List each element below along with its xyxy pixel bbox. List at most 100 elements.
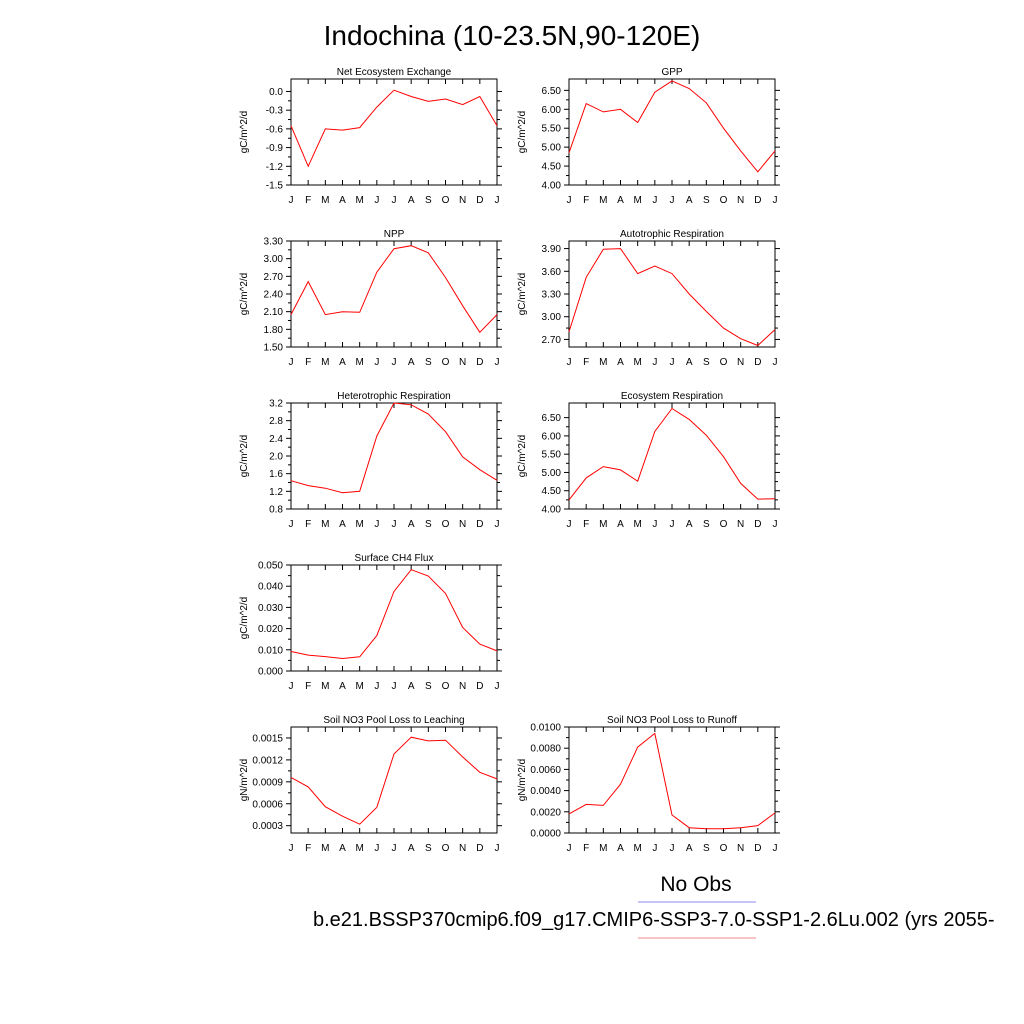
x-tick-label: D: [476, 195, 483, 206]
x-tick-label: J: [773, 195, 778, 206]
x-tick-label: A: [686, 519, 693, 530]
x-tick-label: A: [339, 681, 346, 692]
plot-frame: [290, 78, 498, 186]
x-tick-label: M: [321, 195, 329, 206]
x-tick-label: M: [355, 843, 363, 854]
x-tick-label: F: [583, 195, 589, 206]
x-tick-label: S: [425, 357, 432, 368]
x-tick-label: S: [703, 195, 710, 206]
x-tick-label: F: [305, 843, 311, 854]
y-axis-label: gC/m^2/d: [517, 435, 528, 478]
x-tick-label: J: [392, 681, 397, 692]
x-tick-label: M: [355, 195, 363, 206]
x-tick-label: O: [442, 843, 450, 854]
y-axis-label: gC/m^2/d: [239, 597, 250, 640]
x-tick-label: M: [321, 681, 329, 692]
y-tick-label: 2.40: [264, 290, 284, 301]
x-tick-label: J: [374, 681, 379, 692]
y-tick-label: 6.00: [542, 431, 562, 442]
y-tick-label: 0.0012: [252, 755, 283, 766]
x-tick-label: M: [633, 519, 641, 530]
plot-frame: [290, 402, 498, 510]
y-tick-label: 2.70: [264, 272, 284, 283]
series-line: [290, 89, 498, 168]
x-tick-label: S: [425, 843, 432, 854]
series-line: [290, 402, 498, 494]
y-tick-label: 5.00: [542, 143, 562, 154]
series-line: [290, 736, 498, 825]
x-tick-label: F: [305, 681, 311, 692]
y-tick-label: 0.0015: [252, 733, 283, 744]
series-line: [290, 569, 498, 660]
x-tick-label: O: [442, 195, 450, 206]
x-tick-label: N: [737, 519, 744, 530]
y-tick-label: 3.00: [542, 312, 562, 323]
x-tick-label: J: [495, 519, 500, 530]
y-tick-label: 1.80: [264, 325, 284, 336]
x-tick-label: N: [737, 843, 744, 854]
x-tick-label: J: [773, 843, 778, 854]
x-tick-label: J: [773, 357, 778, 368]
x-tick-label: F: [305, 195, 311, 206]
x-tick-label: J: [670, 195, 675, 206]
x-tick-label: A: [617, 519, 624, 530]
x-tick-label: M: [599, 357, 607, 368]
y-tick-label: 1.50: [264, 343, 284, 354]
x-tick-label: F: [305, 357, 311, 368]
x-tick-label: J: [374, 195, 379, 206]
page-title: Indochina (10-23.5N,90-120E): [324, 20, 701, 51]
x-tick-label: J: [495, 195, 500, 206]
panel-title: Ecosystem Respiration: [621, 391, 723, 402]
x-tick-label: D: [476, 519, 483, 530]
x-tick-label: J: [567, 843, 572, 854]
x-tick-label: J: [773, 519, 778, 530]
x-tick-label: A: [686, 843, 693, 854]
x-tick-label: D: [754, 195, 761, 206]
y-tick-label: 1.2: [269, 487, 283, 498]
x-tick-label: S: [425, 519, 432, 530]
x-tick-label: J: [289, 357, 294, 368]
x-tick-label: F: [305, 519, 311, 530]
x-tick-label: M: [633, 843, 641, 854]
x-tick-label: A: [408, 843, 415, 854]
x-tick-label: D: [476, 681, 483, 692]
y-tick-label: 0.0: [269, 87, 283, 98]
x-tick-label: J: [495, 681, 500, 692]
y-tick-label: 2.8: [269, 416, 283, 427]
y-tick-label: 0.010: [258, 645, 283, 656]
panel-title: Autotrophic Respiration: [620, 229, 724, 240]
x-tick-label: J: [567, 519, 572, 530]
plot-frame: [568, 78, 776, 186]
x-tick-label: J: [374, 843, 379, 854]
x-tick-label: D: [754, 357, 761, 368]
x-tick-label: M: [599, 519, 607, 530]
x-tick-label: S: [703, 519, 710, 530]
x-tick-label: M: [355, 519, 363, 530]
x-tick-label: M: [633, 195, 641, 206]
x-tick-label: J: [392, 357, 397, 368]
x-tick-label: A: [408, 357, 415, 368]
legend-obs-label: No Obs: [660, 873, 731, 896]
y-tick-label: 0.0000: [530, 829, 561, 840]
y-tick-label: 2.0: [269, 452, 283, 463]
series-line: [568, 80, 776, 173]
x-tick-label: N: [737, 357, 744, 368]
x-tick-label: O: [720, 357, 728, 368]
x-tick-label: F: [583, 357, 589, 368]
x-tick-label: J: [374, 357, 379, 368]
x-tick-label: A: [408, 681, 415, 692]
y-tick-label: 2.10: [264, 307, 284, 318]
x-tick-label: S: [425, 681, 432, 692]
series-line: [568, 407, 776, 501]
x-tick-label: J: [567, 195, 572, 206]
x-tick-label: J: [289, 843, 294, 854]
plot-frame: [290, 564, 498, 672]
x-tick-label: J: [495, 843, 500, 854]
x-tick-label: A: [617, 357, 624, 368]
x-tick-label: O: [720, 195, 728, 206]
